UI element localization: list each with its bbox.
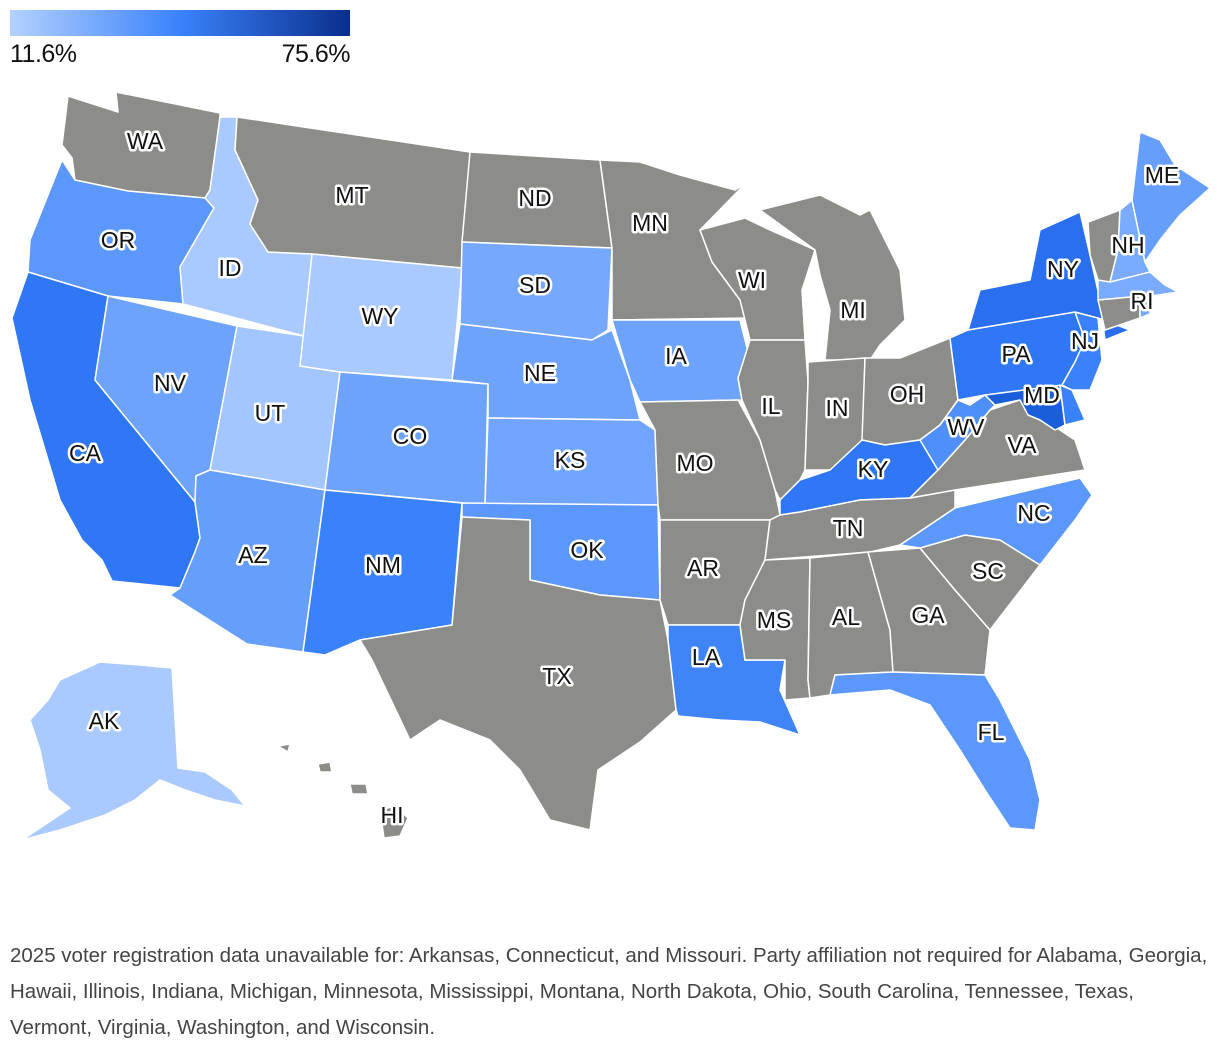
label-AZ: AZ bbox=[238, 542, 267, 568]
label-NC: NC bbox=[1017, 500, 1050, 526]
label-SD: SD bbox=[519, 272, 551, 298]
us-choropleth-map: WA OR CA ID NV UT AZ MT WY CO NM ND SD N… bbox=[11, 91, 1211, 841]
color-legend: 11.6% 75.6% bbox=[10, 10, 351, 69]
label-OR: OR bbox=[101, 227, 136, 253]
label-CO: CO bbox=[393, 423, 428, 449]
state-labels-layer: WA OR CA ID NV UT AZ MT WY CO NM ND SD N… bbox=[67, 126, 1182, 831]
label-IL: IL bbox=[761, 393, 780, 419]
state-HI-islands bbox=[277, 743, 369, 795]
label-ME: ME bbox=[1145, 162, 1180, 188]
state-WI[interactable] bbox=[699, 217, 816, 341]
state-SD[interactable] bbox=[459, 241, 613, 341]
label-MI: MI bbox=[840, 297, 866, 323]
legend-min-label: 11.6% bbox=[10, 40, 77, 68]
state-ME[interactable] bbox=[1131, 131, 1211, 263]
state-DE[interactable] bbox=[1059, 384, 1086, 426]
label-PA: PA bbox=[1002, 341, 1032, 367]
label-WV: WV bbox=[947, 414, 985, 440]
state-AK[interactable] bbox=[21, 661, 246, 841]
label-SC: SC bbox=[972, 558, 1004, 584]
state-TX[interactable] bbox=[359, 516, 677, 831]
label-AR: AR bbox=[687, 555, 719, 581]
label-WI: WI bbox=[738, 267, 766, 293]
label-GA: GA bbox=[911, 602, 945, 628]
label-NV: NV bbox=[154, 370, 187, 396]
label-NY: NY bbox=[1047, 256, 1079, 282]
label-ID: ID bbox=[219, 255, 242, 281]
label-RI: RI bbox=[1131, 288, 1154, 314]
state-NC[interactable] bbox=[899, 477, 1093, 566]
label-MN: MN bbox=[632, 210, 668, 236]
label-CA: CA bbox=[69, 440, 102, 466]
label-AK: AK bbox=[89, 708, 120, 734]
label-HI: HI bbox=[381, 802, 404, 828]
label-TN: TN bbox=[833, 515, 864, 541]
label-MS: MS bbox=[757, 607, 792, 633]
label-VA: VA bbox=[1008, 432, 1038, 458]
label-NE: NE bbox=[524, 360, 556, 386]
label-NM: NM bbox=[365, 552, 401, 578]
label-WY: WY bbox=[361, 303, 398, 329]
label-MT: MT bbox=[335, 182, 368, 208]
states-layer bbox=[11, 91, 1211, 841]
label-AL: AL bbox=[832, 604, 860, 630]
state-WV[interactable] bbox=[919, 394, 996, 471]
label-NJ: NJ bbox=[1071, 328, 1099, 354]
state-NY[interactable] bbox=[967, 211, 1131, 341]
footnote: 2025 voter registration data unavailable… bbox=[10, 944, 1208, 1039]
label-OH: OH bbox=[890, 381, 925, 407]
label-OK: OK bbox=[570, 537, 604, 563]
label-MD: MD bbox=[1024, 382, 1060, 408]
label-FL: FL bbox=[978, 719, 1005, 745]
label-NH: NH bbox=[1111, 232, 1144, 258]
legend-gradient-bar bbox=[10, 10, 350, 36]
state-NJ[interactable] bbox=[1061, 311, 1103, 391]
legend-max-label: 75.6% bbox=[281, 40, 351, 68]
label-TX: TX bbox=[542, 663, 571, 689]
label-UT: UT bbox=[255, 400, 286, 426]
label-LA: LA bbox=[692, 644, 721, 670]
state-HI[interactable] bbox=[379, 805, 409, 839]
label-ND: ND bbox=[518, 185, 551, 211]
label-WA: WA bbox=[127, 128, 164, 154]
state-MI[interactable] bbox=[759, 194, 906, 361]
label-KS: KS bbox=[555, 447, 586, 473]
state-FL[interactable] bbox=[829, 671, 1041, 831]
label-MO: MO bbox=[676, 450, 713, 476]
label-KY: KY bbox=[858, 456, 889, 482]
label-IA: IA bbox=[665, 343, 687, 369]
label-IN: IN bbox=[826, 395, 849, 421]
